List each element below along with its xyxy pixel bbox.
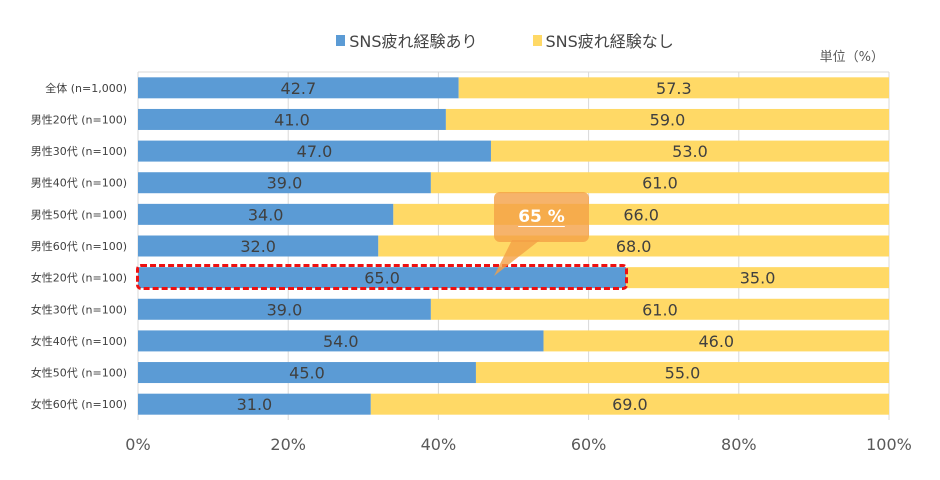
bar-segment [138,172,431,194]
data-label: 68.0 [616,237,652,256]
data-label: 55.0 [665,364,701,383]
callout-text: 65 % [518,207,565,227]
data-label: 59.0 [650,110,686,129]
bar-segment [430,298,889,320]
bar-segment [430,172,889,194]
x-tick-label: 100% [866,435,912,454]
bar-segment [626,267,889,289]
bar-segment [475,362,889,384]
category-label: 男性60代 (n=100) [31,239,127,253]
x-tick-label: 20% [270,435,306,454]
data-label: 31.0 [237,395,273,414]
data-label: 45.0 [289,364,325,383]
data-label: 57.3 [656,79,692,98]
data-label: 39.0 [267,300,303,319]
data-label: 46.0 [698,332,734,351]
bar-segment [138,362,476,384]
bar-segment [490,140,889,162]
bar-segment [138,298,431,320]
bar-segment [138,393,371,415]
data-label: 69.0 [612,395,648,414]
bar-segment [138,108,446,130]
bar-segment [138,203,394,225]
data-label: 39.0 [267,174,303,193]
legend-item-no: SNS疲れ経験なし [532,28,674,52]
legend-item-yes: SNS疲れ経験あり [336,28,478,52]
data-label: 42.7 [281,79,317,98]
unit-label: 単位（%） [819,50,884,65]
category-label: 女性20代 (n=100) [31,271,127,285]
bar-segment [138,77,459,99]
bar-segment [138,330,544,352]
legend-label-yes: SNS疲れ経験あり [349,32,478,51]
data-label: 32.0 [240,237,276,256]
x-tick-label: 80% [721,435,757,454]
legend: SNS疲れ経験あり SNS疲れ経験なし [0,28,940,52]
bar-segment [445,108,889,130]
bar-segment [543,330,889,352]
x-tick-label: 60% [571,435,607,454]
category-label: 女性50代 (n=100) [31,366,127,380]
data-label: 53.0 [672,142,708,161]
data-label: 35.0 [740,269,776,288]
category-label: 男性40代 (n=100) [31,176,127,190]
bar-segment [370,393,889,415]
category-label: 女性40代 (n=100) [31,334,127,348]
x-tick-label: 0% [125,435,150,454]
category-label: 全体 (n=1,000) [45,81,127,95]
legend-label-no: SNS疲れ経験なし [545,32,674,51]
data-label: 65.0 [364,269,400,288]
category-label: 男性50代 (n=100) [31,207,127,221]
category-label: 男性30代 (n=100) [31,144,127,158]
highlight-box [136,264,628,290]
x-tick-label: 40% [421,435,457,454]
data-label: 61.0 [642,300,678,319]
category-label: 女性60代 (n=100) [31,397,127,411]
callout: 65 % [494,192,589,242]
legend-swatch-yes [336,34,346,46]
data-label: 66.0 [623,205,659,224]
category-label: 女性30代 (n=100) [31,302,127,316]
bar-segment [458,77,889,99]
data-label: 41.0 [274,110,310,129]
data-label: 47.0 [297,142,333,161]
data-label: 34.0 [248,205,284,224]
bar-segment [138,140,491,162]
category-label: 男性20代 (n=100) [31,112,127,126]
legend-swatch-no [532,34,542,46]
data-label: 54.0 [323,332,359,351]
bar-segment [138,235,379,257]
data-label: 61.0 [642,174,678,193]
